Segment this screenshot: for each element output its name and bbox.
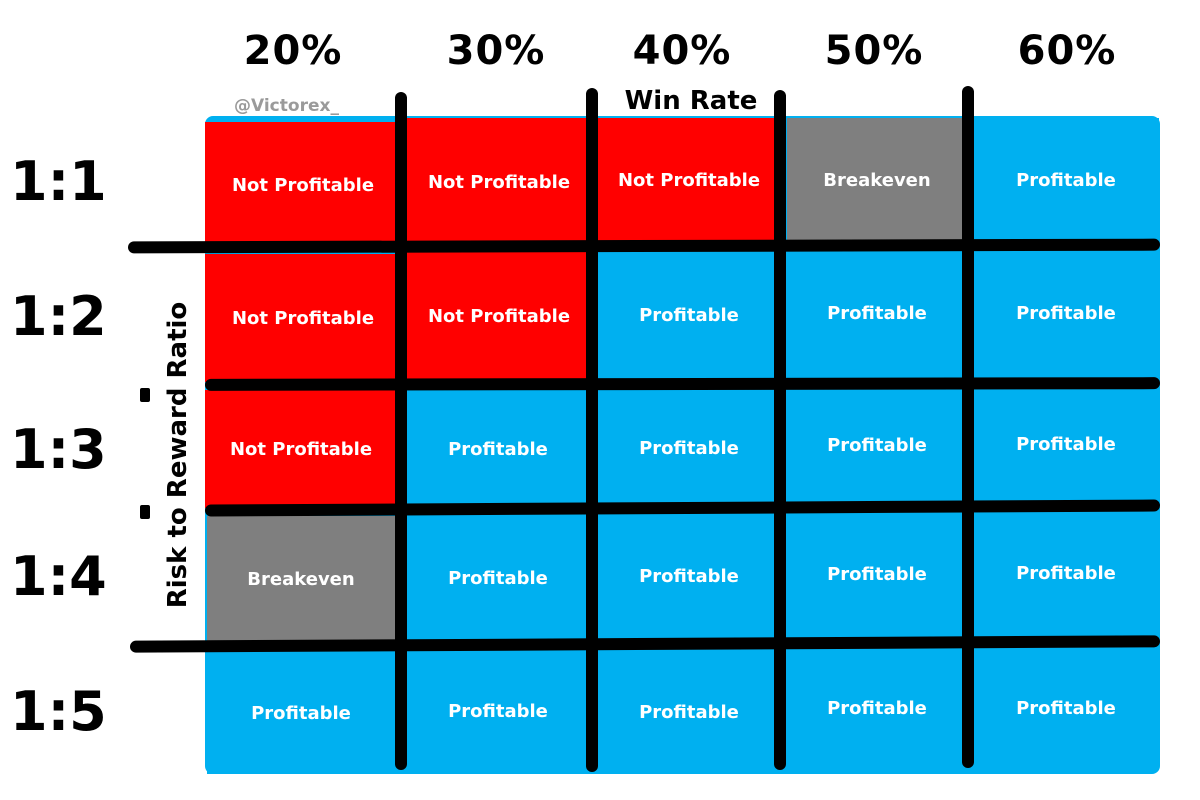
grid-line-vertical <box>395 92 407 770</box>
grid-cell-r4-c2: Profitable <box>405 516 591 640</box>
grid-cell-r5-c3: Profitable <box>597 650 781 774</box>
grid-cell-r1-c3: Not Profitable <box>597 118 781 242</box>
grid-cell-r5-c4: Profitable <box>787 646 967 770</box>
grid-cell-r3-c1: Not Profitable <box>205 390 397 508</box>
grid-line-vertical <box>774 90 786 770</box>
grid-line-vertical <box>586 88 598 772</box>
win-rate-header-40: 40% <box>632 28 732 74</box>
ratio-header-1-2: 1:2 <box>10 285 107 348</box>
grid-cell-r2-c2: Not Profitable <box>407 252 591 380</box>
grid-cell-r4-c1: Breakeven <box>207 516 395 642</box>
win-rate-header-50: 50% <box>824 28 924 74</box>
grid-cell-r5-c2: Profitable <box>405 650 591 772</box>
win-rate-axis-label: Win Rate <box>624 86 758 116</box>
grid-cell-r4-c3: Profitable <box>597 514 781 638</box>
grid-cell-r3-c3: Profitable <box>597 388 781 508</box>
win-rate-header-20: 20% <box>243 28 343 74</box>
grid-line-horizontal <box>204 377 1161 391</box>
win-rate-header-30: 30% <box>446 28 546 74</box>
grid-cell-r2-c1: Not Profitable <box>205 254 401 382</box>
ratio-header-1-1: 1:1 <box>10 150 107 213</box>
grid-cell-r1-c5: Profitable <box>973 118 1159 242</box>
grid-line-vertical <box>962 86 974 768</box>
grid-cell-r2-c5: Profitable <box>973 248 1159 378</box>
axis-tick-mark <box>140 505 150 519</box>
win-rate-header-60: 60% <box>1017 28 1117 74</box>
grid-cell-r1-c2: Not Profitable <box>407 118 591 246</box>
grid-cell-r4-c4: Profitable <box>787 512 967 636</box>
watermark: @Victorex_ <box>234 96 339 116</box>
grid-cell-r2-c3: Profitable <box>597 250 781 380</box>
risk-reward-axis-label: Risk to Reward Ratio <box>163 301 193 609</box>
grid-cell-r1-c1: Not Profitable <box>205 122 401 248</box>
ratio-header-1-5: 1:5 <box>10 680 107 743</box>
grid-cell-r3-c5: Profitable <box>973 386 1159 502</box>
grid-cell-r3-c4: Profitable <box>787 386 967 504</box>
axis-tick-mark <box>140 388 150 402</box>
grid-cell-r3-c2: Profitable <box>405 390 591 508</box>
grid-cell-r2-c4: Profitable <box>787 248 967 378</box>
grid-cell-r1-c4: Breakeven <box>787 118 967 242</box>
ratio-header-1-4: 1:4 <box>10 545 107 608</box>
grid-cell-r5-c1: Profitable <box>207 652 395 774</box>
grid-cell-r4-c5: Profitable <box>973 510 1159 636</box>
ratio-header-1-3: 1:3 <box>10 418 107 481</box>
grid-cell-r5-c5: Profitable <box>973 646 1159 770</box>
